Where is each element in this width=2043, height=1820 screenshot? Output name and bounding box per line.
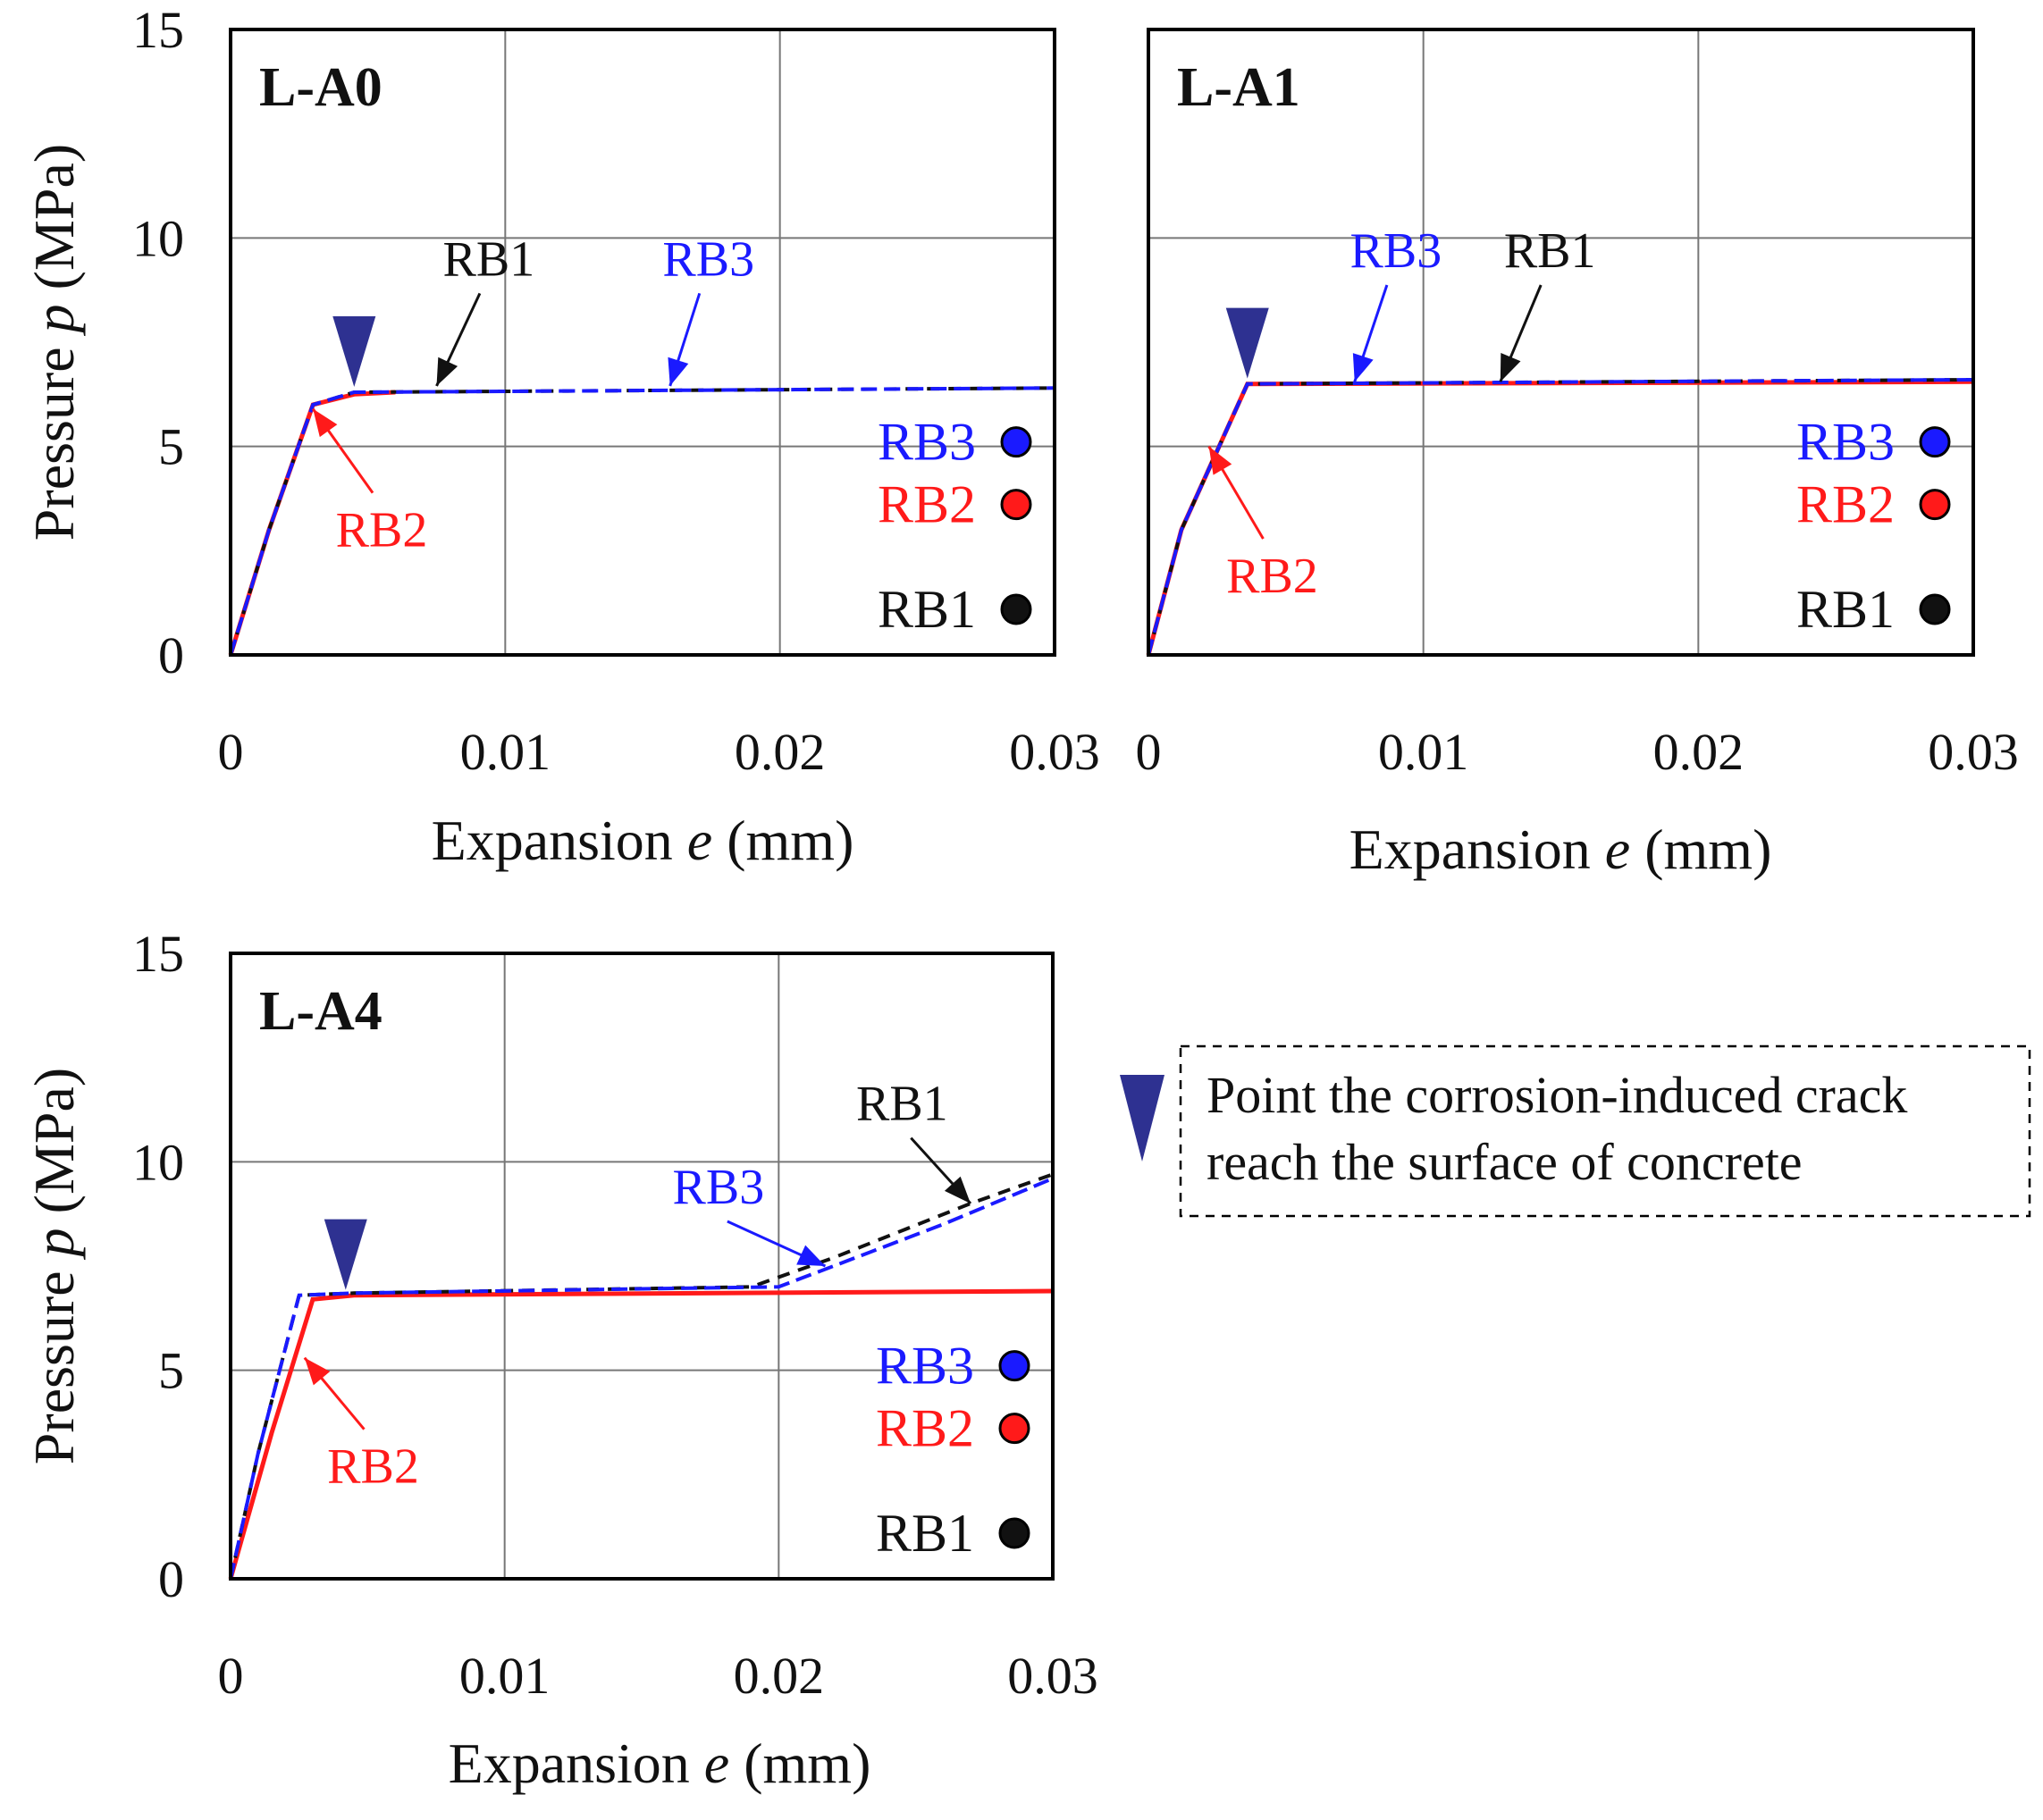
callout-label-rb2: RB2 [336,503,428,558]
crack-point-marker [332,316,376,387]
x-axis-label: Expansion e (mm) [1349,818,1772,881]
legend-label-rb3: RB3 [878,413,976,472]
callout-label-rb2: RB2 [327,1439,419,1495]
legend-label-rb2: RB2 [878,475,976,534]
legend-label-rb2: RB2 [1796,475,1895,534]
x-tick-label: 0.03 [1007,1647,1098,1705]
x-tick-label: 0.01 [460,723,551,781]
callout-label-rb3: RB3 [673,1160,765,1215]
legend-marker-rb2 [1000,489,1032,521]
panel-title: L-A1 [1177,57,1300,118]
series-line-rb3 [229,1177,1054,1580]
down-triangle-icon [1120,1075,1164,1162]
x-tick-label: 0 [218,723,244,781]
legend-marker-rb2 [1919,489,1951,521]
legend-marker-rb2 [998,1413,1030,1445]
y-tick-label: 10 [132,1133,184,1191]
y-tick-label: 0 [158,1550,184,1608]
x-tick-label: 0.03 [1928,723,2019,781]
x-tick-label: 0.03 [1009,723,1100,781]
x-tick-label: 0.01 [1378,723,1469,781]
callout-arrowhead-rb3 [668,356,689,386]
callout-label-rb3: RB3 [662,231,754,287]
plot-frame [1147,28,1975,657]
y-tick-label: 15 [132,925,184,983]
legend-marker-rb3 [998,1350,1030,1382]
legend-label-rb3: RB3 [876,1337,974,1396]
callout-arrowhead-rb1 [436,356,458,386]
y-tick-label: 5 [158,418,184,476]
y-tick-label: 0 [158,626,184,684]
plot-frame [229,952,1055,1581]
legend-marker-rb1 [1000,593,1032,625]
callout-arrowhead-rb3 [796,1245,826,1266]
callout-arrowhead-rb1 [1500,353,1521,382]
y-tick-label: 15 [132,1,184,59]
legend-marker-rb1 [998,1517,1030,1549]
y-tick-label: 5 [158,1342,184,1400]
key-box [1179,1044,2031,1218]
legend-label-rb1: RB1 [1796,580,1895,639]
legend-label-rb1: RB1 [876,1504,974,1563]
y-tick-label: 10 [132,209,184,267]
callout-label-rb1: RB1 [856,1077,948,1132]
crack-point-marker [1225,307,1269,379]
legend-label-rb2: RB2 [876,1399,974,1458]
key-text-line2: reach the surface of concrete [1206,1133,1803,1191]
legend-label-rb1: RB1 [878,580,976,639]
x-axis-label: Expansion e (mm) [449,1732,871,1795]
x-tick-label: 0.02 [734,1647,825,1705]
x-tick-label: 0 [1136,723,1162,781]
callout-arrowhead-rb1 [944,1176,971,1204]
plot-frame [229,28,1056,657]
x-tick-label: 0.02 [735,723,826,781]
series-line-rb3 [229,386,1055,656]
callout-label-rb3: RB3 [1350,223,1442,279]
panel-title: L-A0 [259,57,383,118]
callout-arrowhead-rb2 [313,408,338,438]
y-axis-label: Pressure p (MPa) [22,1068,86,1464]
crack-point-key: Point the corrosion-induced crack reach … [1120,1044,2031,1218]
callout-arrowhead-rb2 [1208,446,1232,475]
callout-label-rb1: RB1 [1504,223,1596,279]
legend-marker-rb1 [1919,593,1951,625]
callout-label-rb1: RB1 [443,231,535,287]
x-axis-label: Expansion e (mm) [432,809,854,872]
legend-marker-rb3 [1919,426,1951,458]
callout-arrowhead-rb2 [304,1357,331,1386]
x-tick-label: 0.02 [1653,723,1745,781]
legend-marker-rb3 [1000,426,1032,458]
callout-label-rb2: RB2 [1226,549,1318,604]
series-line-rb2 [228,1288,1054,1580]
y-axis-label: Pressure p (MPa) [22,144,86,541]
x-tick-label: 0.01 [459,1647,551,1705]
panel-title: L-A4 [259,981,383,1042]
crack-point-marker [324,1219,367,1290]
callout-arrowhead-rb3 [1352,353,1374,382]
x-tick-label: 0 [218,1647,244,1705]
key-text-line1: Point the corrosion-induced crack [1206,1066,1907,1124]
legend-label-rb3: RB3 [1796,413,1895,472]
